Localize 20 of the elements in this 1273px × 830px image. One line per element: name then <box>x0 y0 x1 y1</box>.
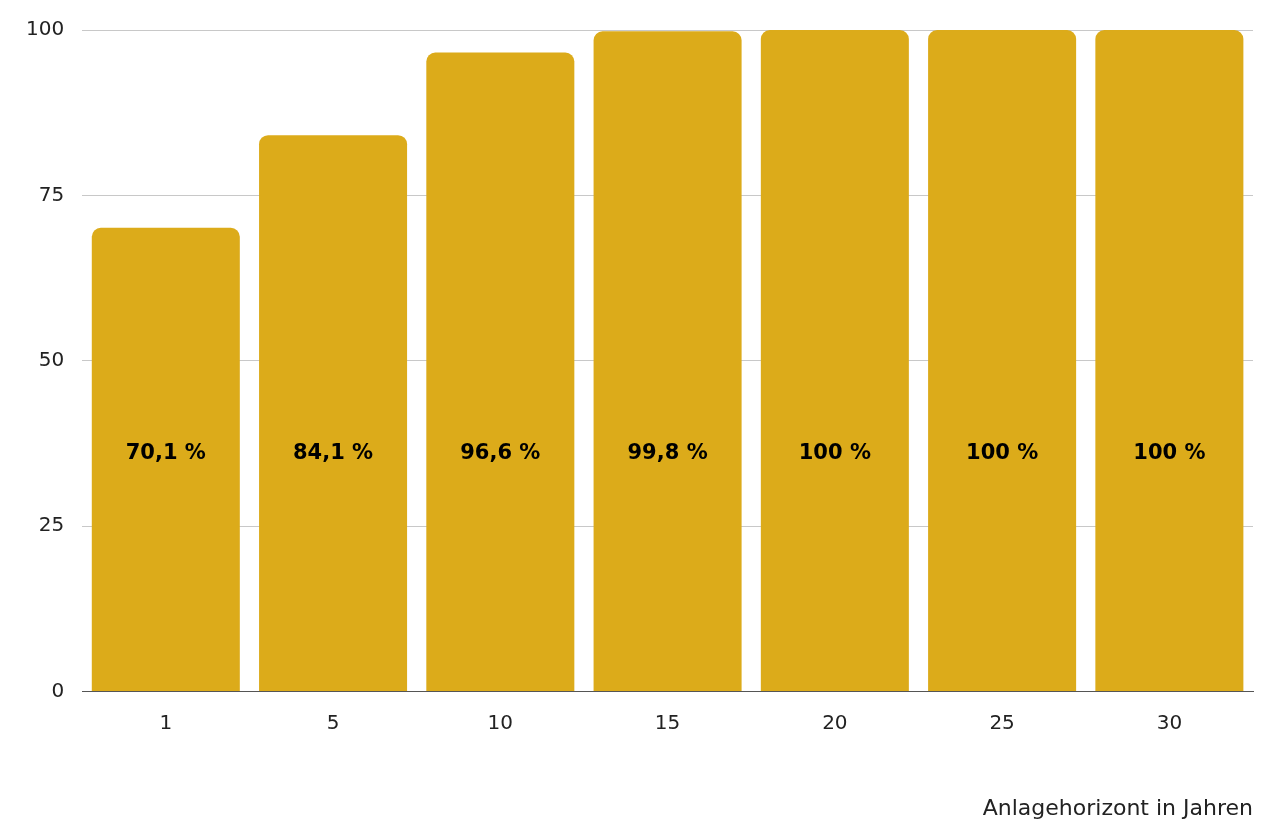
data-label: 100 % <box>1133 439 1206 464</box>
data-label: 70,1 % <box>125 439 206 464</box>
data-label: 96,6 % <box>460 439 541 464</box>
y-tick-label: 75 <box>38 181 65 206</box>
data-label: 100 % <box>798 439 871 464</box>
data-label: 100 % <box>966 439 1039 464</box>
data-label: 84,1 % <box>292 439 374 464</box>
y-tick-label: 100 <box>25 16 65 41</box>
data-label: 99,8 % <box>627 439 708 464</box>
x-axis-title: Anlagehorizont in Jahren <box>982 794 1253 820</box>
y-tick-label: 25 <box>38 512 65 537</box>
x-tick-label: 20 <box>822 709 848 734</box>
y-tick-label: 0 <box>51 677 65 702</box>
x-tick-label: 5 <box>326 709 340 734</box>
x-tick-label: 30 <box>1156 709 1183 734</box>
y-tick-label: 50 <box>38 347 65 371</box>
x-tick-label: 1 <box>159 709 173 734</box>
x-tick-label: 15 <box>654 709 681 734</box>
x-tick-label: 25 <box>989 709 1015 734</box>
x-tick-label: 10 <box>487 709 514 734</box>
